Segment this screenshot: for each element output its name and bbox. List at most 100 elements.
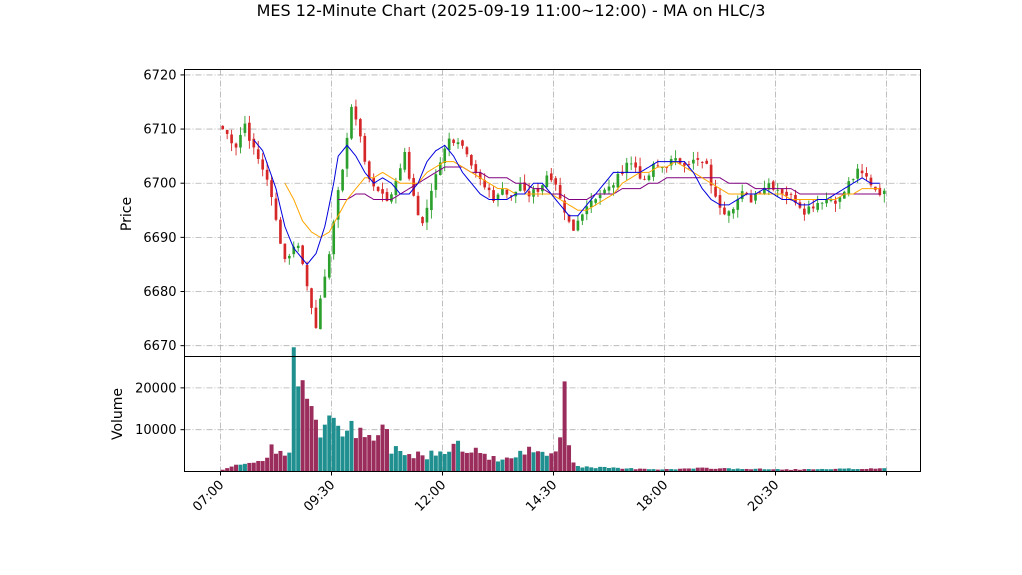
volume-bar (274, 453, 278, 472)
candle-body (447, 138, 451, 151)
volume-bar (669, 469, 674, 472)
candle-body (345, 137, 349, 169)
candle-body (829, 200, 833, 202)
volume-bar (762, 469, 767, 472)
candle-body (674, 158, 677, 161)
volume-bar (806, 469, 811, 472)
candle-body (287, 255, 291, 259)
volume-bar (327, 415, 332, 472)
volume-bar (287, 452, 292, 472)
volume-bar (731, 469, 736, 472)
candle-body (434, 174, 438, 190)
candle-body (341, 169, 344, 191)
candle-body (372, 177, 376, 187)
volume-bar (686, 468, 691, 472)
volume-bar (442, 453, 447, 472)
volume-bar (469, 452, 474, 472)
candle-body (598, 194, 602, 199)
volume-bar (411, 458, 416, 472)
volume-bar (624, 468, 629, 472)
candle-body (589, 200, 593, 208)
volume-bar (322, 424, 327, 472)
candle-body (505, 189, 509, 195)
volume-bar (376, 435, 381, 472)
price-tick-label: 6720 (143, 68, 176, 83)
candle-body (669, 159, 673, 166)
candle-body (629, 163, 633, 165)
candle-body (882, 190, 886, 195)
volume-bar (691, 468, 696, 472)
volume-bar (860, 469, 865, 472)
candle-body (634, 162, 637, 168)
price-y-axis: 6670 6680 6690 6700 6710 6720 (143, 68, 185, 354)
volume-bar (393, 446, 398, 472)
candle-body (567, 214, 571, 222)
candle-body (727, 211, 731, 216)
candle-body (820, 202, 824, 204)
candle-body (576, 220, 580, 231)
candle-body (771, 181, 775, 190)
candle-body (723, 207, 726, 215)
volume-bar (531, 452, 536, 472)
candle-body (532, 189, 535, 197)
candle-body (487, 187, 491, 191)
volume-panel-frame (184, 356, 921, 472)
candle-body (714, 186, 717, 197)
candle-body (470, 155, 473, 166)
volume-bar (367, 435, 372, 472)
volume-bar (309, 406, 314, 472)
candle-body (660, 167, 664, 169)
volume-bar (234, 464, 239, 472)
candle-body (452, 139, 455, 144)
volume-bar (700, 467, 705, 472)
candle-body (332, 221, 336, 255)
candle-body (549, 173, 553, 181)
volume-bar (371, 440, 376, 472)
volume-bar (682, 468, 687, 472)
candle-body (501, 188, 504, 195)
volume-bar (757, 468, 762, 472)
volume-bar (247, 462, 252, 472)
volume-bar (522, 454, 527, 472)
candle-body (376, 186, 380, 191)
candle-body (816, 203, 820, 210)
volume-bar (358, 427, 363, 472)
volume-bar (855, 469, 860, 472)
candle-body (803, 208, 806, 215)
volume-bar (718, 468, 722, 472)
candle-body (390, 194, 393, 202)
volume-bar (602, 466, 607, 472)
volume-y-axis: 10000 20000 (135, 381, 185, 438)
volume-bar (420, 455, 425, 472)
volume-bar (482, 453, 487, 472)
candle-body (647, 175, 651, 181)
volume-bar (797, 469, 802, 472)
volume-bar (229, 466, 234, 472)
candle-body (367, 161, 371, 180)
candle-body (478, 172, 482, 179)
volume-bar (345, 430, 350, 472)
candle-body (767, 183, 771, 190)
volume-bar (225, 468, 230, 472)
volume-bar (385, 429, 389, 472)
candle-body (248, 122, 251, 141)
volume-bar (305, 398, 310, 472)
volume-bar (438, 451, 443, 472)
candle-body (554, 178, 558, 185)
volume-bar (877, 468, 882, 472)
volume-bar (504, 457, 509, 472)
volume-bar (535, 451, 540, 472)
candle-body (780, 189, 784, 194)
moving-average-lines (253, 139, 880, 266)
volume-tick-label: 10000 (135, 423, 176, 438)
candle-body (314, 307, 318, 328)
candle-body (256, 149, 260, 159)
candle-body (740, 191, 744, 200)
candle-body (612, 185, 615, 188)
volume-bar (291, 347, 296, 472)
candle-body (443, 148, 447, 163)
volume-bar (491, 456, 496, 472)
chart-title: MES 12-Minute Chart (2025-09-19 11:00~12… (257, 1, 766, 20)
volume-bar (620, 468, 625, 472)
